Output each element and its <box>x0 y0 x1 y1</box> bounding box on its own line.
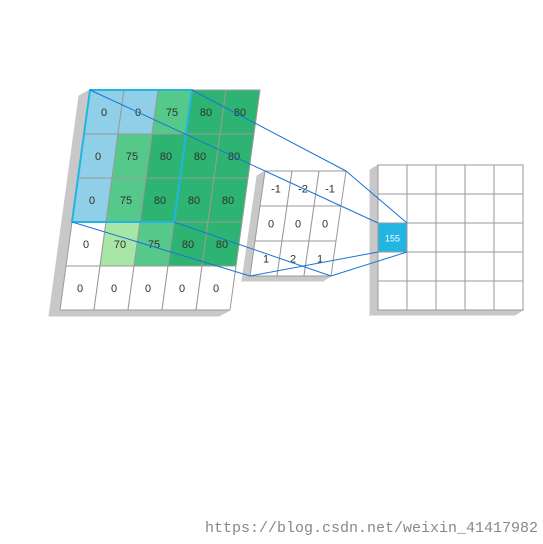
cell-value: 80 <box>222 195 234 207</box>
cell-value: 0 <box>213 283 219 295</box>
cell-value: -2 <box>298 184 308 196</box>
grid-cell <box>378 281 407 310</box>
cell-value: 0 <box>77 283 83 295</box>
cell-value: 70 <box>114 239 126 251</box>
grid-cell <box>494 252 523 281</box>
grid-cell <box>494 194 523 223</box>
grid-cell <box>494 165 523 194</box>
cell-value: 0 <box>268 219 274 231</box>
cell-value: 0 <box>295 219 301 231</box>
cell-value: 0 <box>322 219 328 231</box>
cell-value: 80 <box>216 239 228 251</box>
grid-cell <box>436 223 465 252</box>
cell-value: 75 <box>148 239 160 251</box>
cell-value: 75 <box>126 151 138 163</box>
cell-value: -1 <box>271 184 281 196</box>
cell-value: 80 <box>188 195 200 207</box>
cell-value: 80 <box>182 239 194 251</box>
grid-cell <box>465 252 494 281</box>
cell-value: 80 <box>200 107 212 119</box>
cell-value: 80 <box>160 151 172 163</box>
grid-cell <box>465 281 494 310</box>
grid-cell <box>407 165 436 194</box>
grid-cell <box>378 165 407 194</box>
grid-cell <box>494 281 523 310</box>
cell-value: 80 <box>154 195 166 207</box>
grid-cell <box>465 194 494 223</box>
cell-value: 0 <box>179 283 185 295</box>
grid-cell <box>407 252 436 281</box>
cell-value: 0 <box>145 283 151 295</box>
cell-value: 0 <box>83 239 89 251</box>
grid-cell <box>407 194 436 223</box>
grid-cell <box>436 165 465 194</box>
cell-value: 0 <box>101 107 107 119</box>
cell-value: -1 <box>325 184 335 196</box>
grid-cell <box>436 281 465 310</box>
grid-cell <box>436 194 465 223</box>
cell-value: 0 <box>111 283 117 295</box>
cell-value: 75 <box>166 107 178 119</box>
cell-value: 0 <box>95 151 101 163</box>
convolution-diagram: 0075808007580808007580808007075808000000… <box>0 0 543 544</box>
cell-value: 155 <box>385 234 400 244</box>
grid-cell <box>494 223 523 252</box>
grid-cell <box>465 165 494 194</box>
grid-cell <box>465 223 494 252</box>
cell-value: 80 <box>194 151 206 163</box>
grid-cell <box>407 223 436 252</box>
cell-value: 75 <box>120 195 132 207</box>
watermark-text: https://blog.csdn.net/weixin_41417982 <box>205 520 538 537</box>
grid-cell <box>436 252 465 281</box>
cell-value: 1 <box>263 254 269 266</box>
cell-value: 0 <box>89 195 95 207</box>
grid-cell <box>407 281 436 310</box>
